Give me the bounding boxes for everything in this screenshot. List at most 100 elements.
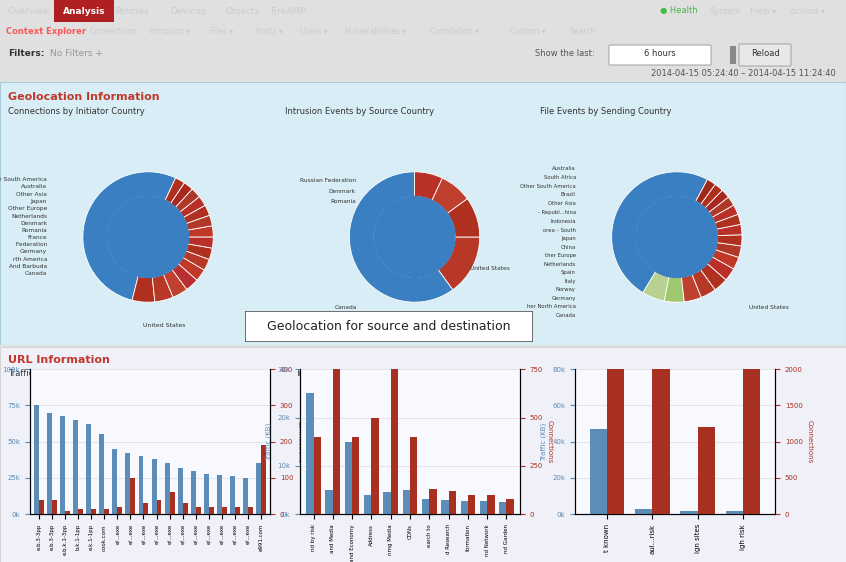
- Text: Reload: Reload: [750, 49, 779, 58]
- Text: And Barbuda: And Barbuda: [8, 264, 47, 269]
- Wedge shape: [712, 205, 738, 223]
- Y-axis label: Connections: Connections: [547, 420, 552, 463]
- Y-axis label: Connections: Connections: [806, 420, 812, 463]
- Text: Romania: Romania: [330, 199, 356, 204]
- Text: Geolocation Information: Geolocation Information: [8, 92, 160, 102]
- Wedge shape: [152, 274, 173, 302]
- Bar: [195, 507, 201, 514]
- Bar: [183, 504, 188, 514]
- Text: Custom ▾: Custom ▾: [510, 26, 546, 35]
- Text: Australia: Australia: [21, 184, 47, 189]
- Text: Denmark: Denmark: [329, 189, 356, 194]
- Bar: [118, 507, 123, 514]
- Bar: [480, 501, 487, 514]
- Wedge shape: [183, 251, 209, 270]
- Bar: [680, 510, 698, 514]
- Text: Other South America: Other South America: [0, 177, 47, 182]
- Text: dcloud ▾: dcloud ▾: [790, 7, 825, 16]
- Wedge shape: [175, 189, 200, 212]
- Bar: [54, 0, 114, 22]
- Text: rth America: rth America: [13, 257, 47, 262]
- Wedge shape: [712, 250, 739, 269]
- Text: Indonesia: Indonesia: [550, 219, 576, 224]
- Text: France: France: [27, 235, 47, 240]
- Bar: [314, 437, 321, 514]
- Text: Spain: Spain: [561, 270, 576, 275]
- Text: Germany: Germany: [552, 296, 576, 301]
- Bar: [468, 495, 475, 514]
- Bar: [178, 468, 183, 514]
- Bar: [169, 492, 174, 514]
- Bar: [222, 507, 227, 514]
- Text: Files ▾: Files ▾: [210, 26, 233, 35]
- Bar: [726, 510, 743, 514]
- Wedge shape: [695, 179, 715, 205]
- Text: URL ...: URL ...: [633, 384, 700, 402]
- Text: - Republ...hina: - Republ...hina: [537, 210, 576, 215]
- Bar: [442, 500, 448, 514]
- Bar: [652, 333, 669, 514]
- Bar: [364, 495, 371, 514]
- Bar: [60, 415, 65, 514]
- Wedge shape: [438, 237, 480, 290]
- Bar: [47, 413, 52, 514]
- Text: China: China: [561, 245, 576, 250]
- Text: Show the last:: Show the last:: [535, 49, 595, 58]
- Wedge shape: [165, 178, 184, 203]
- Bar: [165, 464, 169, 514]
- Text: United States: United States: [143, 323, 185, 328]
- Bar: [255, 464, 261, 514]
- Text: Geolocation for source and destination: Geolocation for source and destination: [267, 320, 511, 333]
- Text: Other South America: Other South America: [520, 184, 576, 189]
- Y-axis label: Traffic (KB): Traffic (KB): [540, 423, 547, 461]
- Text: Russian Federation: Russian Federation: [299, 178, 356, 183]
- Bar: [86, 424, 91, 514]
- Bar: [371, 418, 379, 514]
- Wedge shape: [700, 184, 722, 208]
- Text: Federation: Federation: [14, 242, 47, 247]
- Wedge shape: [180, 197, 205, 217]
- Wedge shape: [179, 257, 204, 280]
- Text: Japan: Japan: [561, 237, 576, 242]
- Bar: [410, 437, 417, 514]
- Wedge shape: [612, 172, 707, 293]
- Bar: [730, 46, 736, 64]
- Wedge shape: [681, 274, 701, 302]
- Bar: [139, 456, 144, 514]
- Text: Context Explorer: Context Explorer: [6, 26, 86, 35]
- Bar: [130, 478, 135, 514]
- Bar: [248, 507, 253, 514]
- Wedge shape: [643, 271, 669, 301]
- Wedge shape: [132, 276, 155, 302]
- Bar: [79, 509, 83, 514]
- Text: her North America: her North America: [527, 304, 576, 309]
- Bar: [99, 434, 104, 514]
- Text: Filters:: Filters:: [8, 49, 44, 58]
- Text: Other Europe: Other Europe: [8, 206, 47, 211]
- Text: Objects: Objects: [225, 7, 259, 16]
- Bar: [204, 474, 209, 514]
- Wedge shape: [692, 270, 715, 297]
- Text: Connections: Connections: [90, 26, 137, 35]
- Text: Traffic by URL: Traffic by URL: [8, 369, 66, 378]
- Text: Help ▾: Help ▾: [750, 7, 777, 16]
- Wedge shape: [715, 243, 741, 257]
- Bar: [448, 491, 456, 514]
- Bar: [403, 490, 410, 514]
- Wedge shape: [431, 178, 467, 213]
- Circle shape: [107, 197, 189, 278]
- Wedge shape: [664, 277, 684, 302]
- Wedge shape: [83, 172, 176, 300]
- Wedge shape: [186, 215, 212, 230]
- Bar: [391, 0, 398, 514]
- Text: orea – South: orea – South: [543, 228, 576, 233]
- Text: Canada: Canada: [556, 312, 576, 318]
- Text: System: System: [710, 7, 741, 16]
- Bar: [190, 471, 195, 514]
- Text: Traffic by URL Reputation: Traffic by URL Reputation: [575, 369, 681, 378]
- Text: Germany: Germany: [19, 250, 47, 255]
- Bar: [429, 489, 437, 514]
- Wedge shape: [415, 172, 442, 201]
- Wedge shape: [188, 226, 213, 237]
- Bar: [74, 420, 79, 514]
